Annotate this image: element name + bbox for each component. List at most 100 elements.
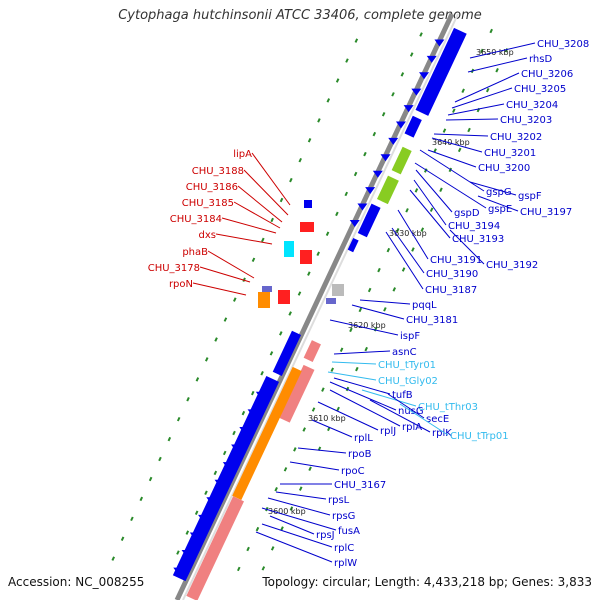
tick-mark [158,456,162,462]
gene-label: CHU_tTyr01 [378,360,436,371]
tick-mark [289,506,294,511]
gene-label: CHU_3201 [484,148,536,159]
tick-mark [260,371,264,376]
tick-mark [367,287,372,293]
label-leader-line [477,195,519,212]
gene-feature [300,250,312,264]
tick-mark [139,496,144,502]
label-leader-line [431,137,483,153]
tick-mark [270,217,274,223]
gene-label: CHU_tTrp01 [450,431,509,442]
gene-feature [391,146,412,175]
tick-mark [344,191,349,197]
label-leader-line [447,103,505,116]
gene-feature [347,237,359,253]
label-leader-line [255,531,333,563]
gene-label: CHU_3204 [506,100,558,111]
gene-label: rpoN [169,279,193,290]
gene-label: fusA [338,526,360,537]
strand-arrow [198,514,209,522]
gene-label: CHU_tThr03 [418,402,478,413]
tick-mark [246,546,250,552]
tick-mark [349,327,353,333]
gene-feature [278,364,315,423]
gene-label: rpoB [348,449,372,460]
scale-label: 3640 kbp [432,138,470,147]
tick-mark [409,52,414,57]
gene-label: rplA [402,422,422,433]
label-leader-line [387,393,425,419]
label-leader-line [369,399,431,433]
gene-label: CHU_3200 [478,163,530,174]
tick-mark [167,436,172,442]
tick-mark [269,351,274,356]
gene-label: phaB [182,247,208,258]
gene-feature [232,366,302,501]
label-leader-line [419,149,485,192]
genome-title: Cytophaga hutchinsonii ATCC 33406, compl… [118,8,482,23]
tick-mark [383,307,387,312]
gene-feature [258,292,270,308]
label-leader-line [331,361,377,365]
label-leader-line [261,507,337,531]
gene-feature [376,175,399,205]
tick-mark [307,138,312,143]
strand-arrow [419,72,430,80]
gene-label: rpsJ [316,530,335,541]
tick-mark [363,151,367,157]
tick-mark [130,516,134,522]
gene-label: rhsD [529,54,552,65]
label-leader-line [317,401,379,431]
tick-mark [293,447,297,452]
label-leader-line [467,57,528,73]
gene-feature [278,290,290,304]
gene-feature [415,27,467,116]
tick-mark [452,108,456,113]
gene-label: gspG [486,187,512,198]
label-leader-line [427,149,477,168]
gene-feature [272,330,302,377]
label-leader-line [333,377,391,395]
tick-mark [330,367,335,372]
tick-mark [411,247,415,252]
strand-arrow [395,121,406,129]
tick-mark [414,188,419,193]
gene-feature [284,241,294,257]
strand-arrow [365,187,376,195]
tick-mark [283,467,288,472]
gene-label: rplW [334,558,357,569]
tick-mark [297,291,302,296]
tick-mark [204,490,208,496]
gene-label: CHU_3185 [182,198,234,209]
tick-mark [480,48,484,54]
gene-label: CHU_3186 [186,182,238,193]
tick-mark [232,430,236,436]
tick-mark [307,271,311,276]
tick-mark [321,387,325,392]
tick-mark [270,546,275,551]
label-leader-line [243,169,289,216]
gene-label: CHU_3203 [500,115,552,126]
tick-mark [377,267,381,273]
gene-label: pqqL [412,300,437,311]
tick-mark [457,147,462,153]
gene-feature [186,496,244,600]
gene-feature [172,375,280,582]
tick-mark [120,536,125,541]
strand-arrow [239,426,250,434]
tick-mark [335,78,340,83]
gene-label: lipA [233,149,252,160]
label-leader-line [261,523,333,548]
strand-arrow [181,550,192,558]
label-leader-line [385,231,424,290]
label-leader-line [221,217,277,234]
gene-feature [304,200,312,208]
label-leader-line [199,266,251,283]
tick-mark [325,231,330,237]
strand-arrow [214,479,225,487]
gene-label: rplL [354,433,373,444]
gene-label: gspE [488,204,512,215]
tick-mark [339,347,344,353]
